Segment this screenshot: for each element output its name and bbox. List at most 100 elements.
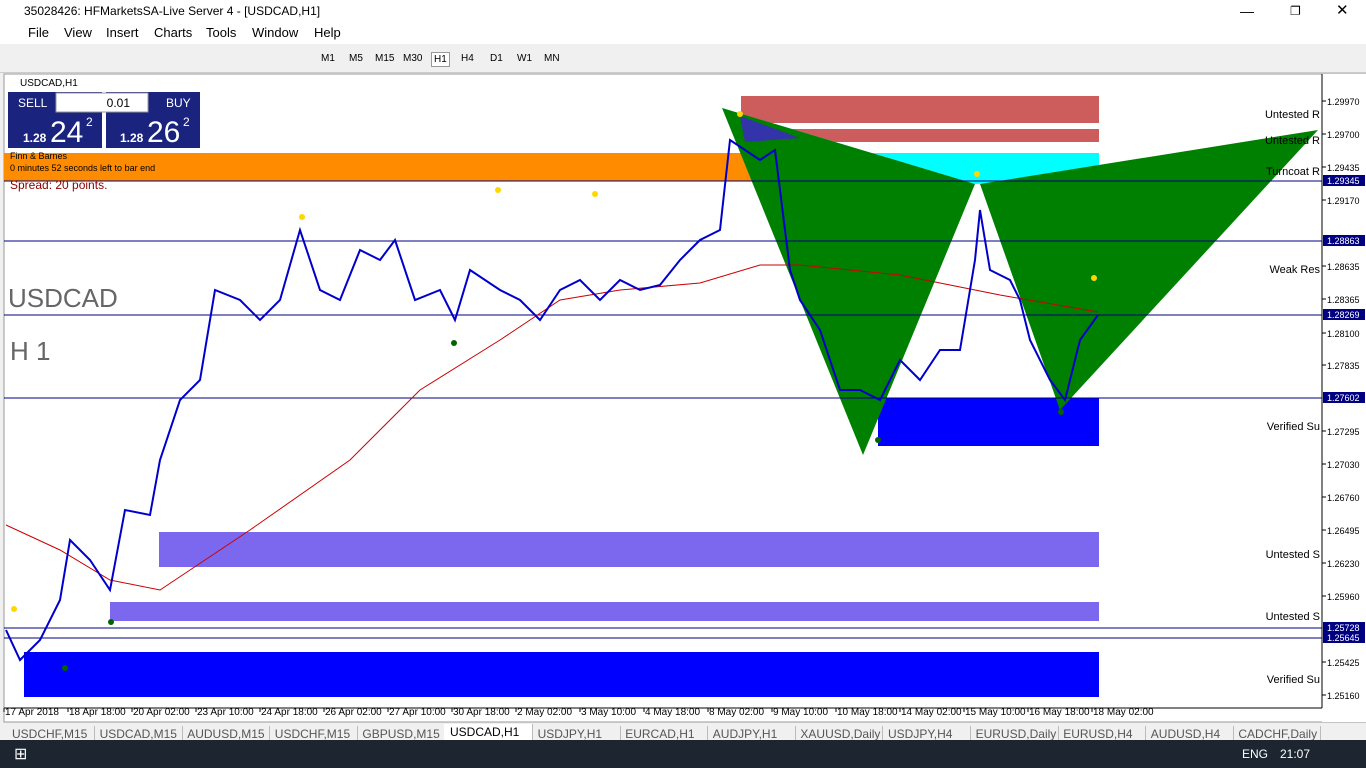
taskbar: ⊞ ENG 21:07 — [0, 740, 1366, 768]
fractal-dot — [108, 619, 114, 625]
price-label: 1.25425 — [1327, 658, 1360, 668]
chart-tab[interactable]: EURUSD,Daily — [970, 726, 1059, 742]
timeframe-button[interactable]: W1 — [517, 53, 532, 64]
price-marker — [1323, 309, 1365, 320]
price-marker — [1323, 175, 1365, 186]
time-label: 9 May 10:00 — [773, 707, 828, 718]
chart-tab[interactable]: USDCAD,M15 — [94, 726, 183, 742]
price-label: 1.28365 — [1327, 295, 1360, 305]
price-marker-label: 1.25728 — [1327, 623, 1360, 633]
zone-label: Verified Su — [1267, 674, 1320, 686]
window-title: 35028426: HFMarketsSA-Live Server 4 - [U… — [24, 4, 321, 18]
fractal-dot — [451, 340, 457, 346]
pattern-fill — [740, 116, 800, 142]
price-line — [5, 138, 1099, 662]
menu-item[interactable]: View — [64, 25, 92, 40]
fractal-dot — [737, 111, 743, 117]
price-label: 1.25160 — [1327, 691, 1360, 701]
zone-label: Turncoat R — [1266, 166, 1320, 178]
menu-bar: File View Insert Charts Tools Window Help — [0, 22, 1366, 44]
lot-size: 0.01 — [107, 96, 131, 110]
pattern-fill — [722, 108, 1099, 184]
time-label: 20 Apr 02:00 — [133, 707, 190, 718]
time-label: 15 May 10:00 — [965, 707, 1026, 718]
chart-tab[interactable]: USDCHF,M15 — [269, 726, 358, 742]
menu-item[interactable]: File — [28, 25, 49, 40]
price-marker-label: 1.25645 — [1327, 633, 1360, 643]
price-label: 1.26760 — [1327, 493, 1360, 503]
chart-tab[interactable]: EURCAD,H1 — [619, 726, 709, 742]
zone-label: Weak Res — [1269, 264, 1320, 276]
fractal-dot — [1091, 275, 1097, 281]
chart-tab[interactable]: USDCAD,H1 — [444, 724, 533, 742]
price-label: 1.27835 — [1327, 361, 1360, 371]
price-label: 1.29435 — [1327, 163, 1360, 173]
lot-box[interactable] — [55, 92, 149, 113]
moving-average — [5, 264, 1099, 591]
sell-button[interactable]: SELL — [18, 96, 48, 110]
time-label: 24 Apr 18:00 — [261, 707, 318, 718]
timeframe-button[interactable]: D1 — [490, 53, 503, 64]
fractal-dot — [1058, 409, 1064, 415]
menu-item[interactable]: Insert — [106, 25, 139, 40]
fractal-dot — [62, 665, 68, 671]
harmonic-pattern — [722, 108, 975, 455]
maximize[interactable]: ❐ — [1290, 4, 1301, 18]
chart-label: USDCAD,H1 — [20, 78, 78, 89]
menu-item[interactable]: Window — [252, 25, 299, 40]
clock: 21:07 — [1280, 747, 1311, 761]
sell-price-big: 1.28 — [23, 131, 47, 145]
chart-tab[interactable]: USDCHF,M15 — [6, 726, 95, 742]
menu-item[interactable]: Tools — [206, 25, 237, 40]
price-label: 1.27030 — [1327, 460, 1360, 470]
timeframe-button[interactable]: M1 — [321, 53, 335, 64]
price-label: 1.29700 — [1327, 130, 1360, 140]
time-label: 18 May 02:00 — [1093, 707, 1154, 718]
zone-label: Untested S — [1266, 549, 1320, 561]
time-label: 3 May 10:00 — [581, 707, 636, 718]
buy-price-big: 1.28 — [120, 131, 144, 145]
harmonic-pattern — [980, 130, 1318, 410]
sell-price-point: 2 — [86, 115, 93, 129]
support-zone — [878, 398, 1099, 446]
price-marker — [1323, 392, 1365, 403]
resistance-zone — [741, 129, 1099, 142]
price-marker-label: 1.28269 — [1327, 310, 1360, 320]
symbol: USDCAD — [8, 283, 118, 313]
timeframe-button[interactable]: MN — [544, 53, 560, 64]
price-marker — [1323, 235, 1365, 246]
chart-tab[interactable]: CADCHF,Daily — [1232, 726, 1322, 742]
menu-item[interactable]: Charts — [154, 25, 193, 40]
timeframe-button[interactable]: H1 — [431, 52, 450, 67]
time-label: 10 May 18:00 — [837, 707, 898, 718]
chart-tab[interactable]: EURUSD,H4 — [1057, 726, 1147, 742]
timeframe-button[interactable]: M30 — [403, 53, 423, 64]
zone-label: Untested S — [1266, 611, 1320, 623]
timeframe-button[interactable]: M5 — [349, 53, 363, 64]
chart-tab[interactable]: USDJPY,H4 — [882, 726, 971, 742]
chart-tab[interactable]: AUDUSD,H4 — [1145, 726, 1234, 742]
price-marker-label: 1.27602 — [1327, 393, 1360, 403]
fractal-dot — [875, 437, 881, 443]
price-label: 1.26230 — [1327, 559, 1360, 569]
fractal-dot — [11, 606, 17, 612]
timeframe-button[interactable]: M15 — [375, 53, 395, 64]
start-button[interactable]: ⊞ — [14, 746, 28, 763]
spread: Spread: 20 points. — [10, 178, 107, 192]
menu-item[interactable]: Help — [314, 25, 341, 40]
timeframe-button[interactable]: H4 — [461, 53, 474, 64]
price-label: 1.28635 — [1327, 262, 1360, 272]
chart-tab[interactable]: USDJPY,H1 — [532, 726, 621, 742]
buy-price-point: 2 — [183, 115, 190, 129]
time-label: 2 May 02:00 — [517, 707, 572, 718]
chart-tab[interactable]: AUDUSD,M15 — [181, 726, 271, 742]
close[interactable]: ✕ — [1336, 2, 1349, 19]
minimize[interactable]: — — [1240, 3, 1254, 19]
buy-button[interactable]: BUY — [166, 96, 191, 110]
price-marker-label: 1.29345 — [1327, 176, 1360, 186]
price-label: 1.26495 — [1327, 526, 1360, 536]
chart-tab[interactable]: AUDJPY,H1 — [707, 726, 796, 742]
chart-tab[interactable]: XAUUSD,Daily — [794, 726, 884, 742]
price-label: 1.28100 — [1327, 329, 1360, 339]
